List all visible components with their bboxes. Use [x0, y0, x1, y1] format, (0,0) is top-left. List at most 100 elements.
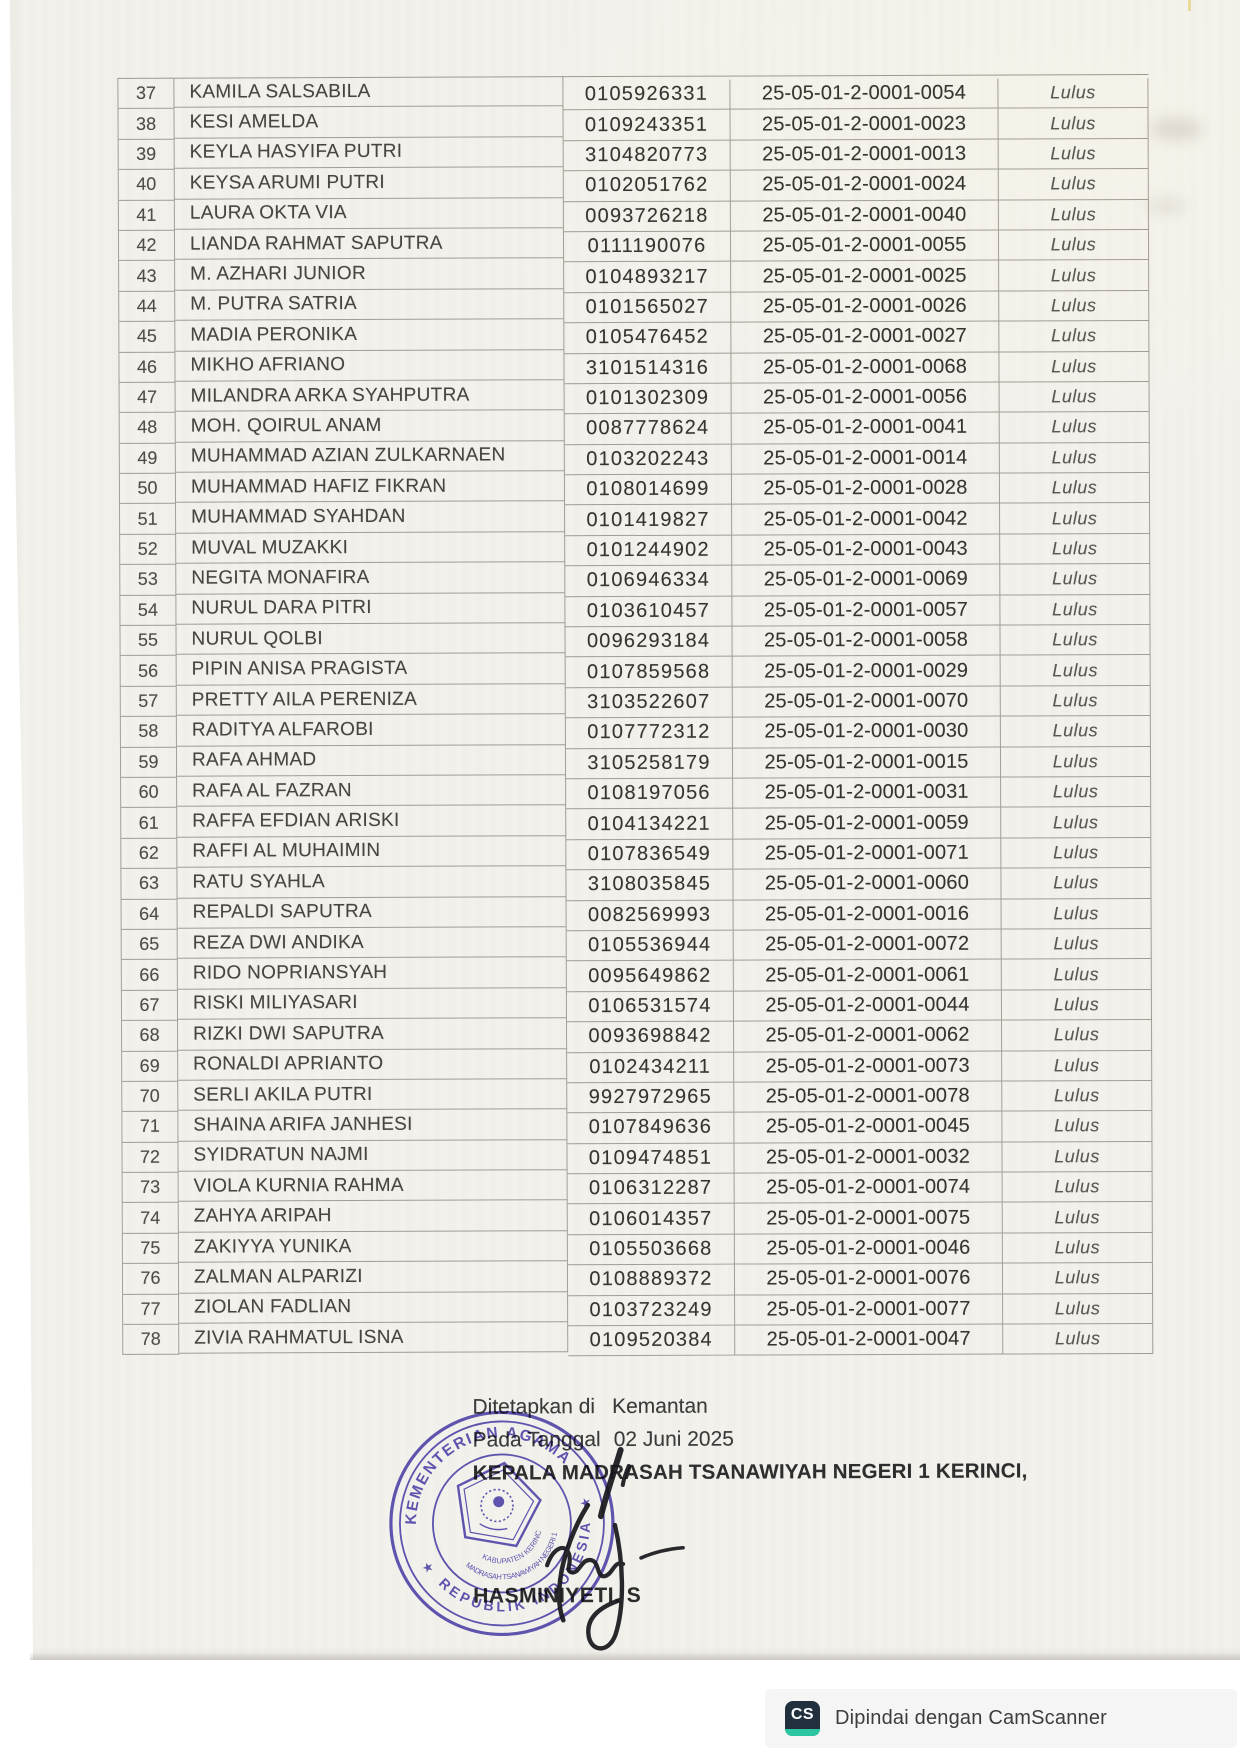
- status-cell: Lulus: [1001, 989, 1153, 1021]
- nisn-cell: 0103610457: [565, 596, 733, 628]
- student-name-cell: RAFA AL FAZRAN: [177, 775, 567, 808]
- certificate-number-cell: 25-05-01-2-0001-0059: [733, 807, 1002, 840]
- certificate-number-cell: 25-05-01-2-0001-0058: [732, 625, 1001, 657]
- student-name-cell: RAFA AHMAD: [176, 744, 567, 777]
- student-name-cell: M. AZHARI JUNIOR: [175, 258, 565, 291]
- nisn-cell: 0103723249: [568, 1295, 736, 1327]
- student-name-cell: MUVAL MUZAKKI: [176, 532, 566, 564]
- nisn-cell: 0108197056: [566, 778, 734, 810]
- student-name-cell: RIZKI DWI SAPUTRA: [177, 1018, 568, 1051]
- status-cell: Lulus: [998, 169, 1149, 201]
- nisn-cell: 3103522607: [565, 687, 733, 719]
- certificate-number-cell: 25-05-01-2-0001-0055: [730, 230, 1000, 262]
- camscanner-cs-icon-label: CS: [790, 1706, 815, 1723]
- row-number-cell: 76: [122, 1263, 180, 1295]
- row-number-cell: 67: [121, 990, 178, 1022]
- nisn-cell: 0101565027: [564, 292, 732, 324]
- row-number-cell: 71: [122, 1111, 179, 1143]
- status-cell: Lulus: [1001, 928, 1152, 960]
- certificate-number-cell: 25-05-01-2-0001-0077: [735, 1294, 1004, 1326]
- status-cell: Lulus: [1001, 776, 1152, 808]
- nisn-cell: 0107849636: [567, 1112, 735, 1144]
- certificate-number-cell: 25-05-01-2-0001-0068: [731, 352, 1000, 384]
- scan-smudge: [1150, 118, 1202, 140]
- row-number-cell: 53: [120, 564, 177, 596]
- paper-sheet: [10, 0, 1240, 1660]
- status-cell: Lulus: [999, 412, 1150, 444]
- nisn-cell: 0105536944: [566, 930, 734, 962]
- nisn-cell: 0087778624: [564, 413, 732, 445]
- certificate-number-cell: 25-05-01-2-0001-0073: [734, 1051, 1003, 1083]
- certificate-number-cell: 25-05-01-2-0001-0016: [733, 899, 1002, 931]
- nisn-cell: 3108035845: [566, 869, 734, 901]
- row-number-cell: 62: [121, 838, 178, 870]
- status-cell: Lulus: [1002, 1080, 1153, 1112]
- certificate-number-cell: 25-05-01-2-0001-0025: [731, 260, 1000, 293]
- nisn-cell: 0103202243: [564, 444, 732, 476]
- student-name-cell: MILANDRA ARKA SYAHPUTRA: [175, 380, 565, 413]
- certificate-number-cell: 25-05-01-2-0001-0061: [733, 959, 1002, 992]
- certificate-number-cell: 25-05-01-2-0001-0044: [733, 990, 1003, 1022]
- status-cell: Lulus: [1000, 746, 1152, 778]
- row-number-cell: 40: [118, 169, 175, 201]
- stamp-star-right-icon: ★: [577, 1494, 593, 1512]
- certificate-number-cell: 25-05-01-2-0001-0013: [730, 139, 999, 171]
- scan-edge-artifact: [1188, 0, 1191, 11]
- row-number-cell: 45: [119, 321, 176, 353]
- status-cell: Lulus: [999, 260, 1150, 292]
- status-cell: Lulus: [1000, 716, 1151, 748]
- student-name-cell: MOH. QOIRUL ANAM: [175, 410, 565, 443]
- student-name-cell: RONALDI APRIANTO: [178, 1048, 568, 1081]
- status-cell: Lulus: [1001, 959, 1152, 991]
- row-number-cell: 60: [121, 777, 178, 809]
- row-number-cell: 77: [123, 1294, 180, 1325]
- status-cell: Lulus: [1001, 898, 1152, 930]
- status-cell: Lulus: [999, 290, 1150, 322]
- certificate-number-cell: 25-05-01-2-0001-0029: [732, 655, 1001, 688]
- status-cell: Lulus: [999, 473, 1151, 505]
- certificate-number-cell: 25-05-01-2-0001-0014: [731, 443, 1000, 475]
- row-number-cell: 39: [118, 139, 175, 171]
- nisn-cell: 0111190076: [563, 231, 732, 263]
- certificate-number-cell: 25-05-01-2-0001-0027: [731, 321, 1000, 354]
- certificate-number-cell: 25-05-01-2-0001-0040: [730, 200, 999, 232]
- row-number-cell: 65: [121, 929, 178, 961]
- nisn-cell: 0107859568: [565, 656, 733, 689]
- nisn-cell: 3105258179: [565, 748, 734, 780]
- row-number-cell: 37: [118, 78, 175, 110]
- student-name-cell: KEYLA HASYIFA PUTRI: [174, 136, 564, 169]
- row-number-cell: 41: [118, 200, 175, 231]
- certificate-number-cell: 25-05-01-2-0001-0054: [730, 78, 999, 110]
- student-name-cell: ZALMAN ALPARIZI: [178, 1261, 569, 1294]
- certificate-number-cell: 25-05-01-2-0001-0069: [732, 564, 1001, 597]
- nisn-cell: 0108014699: [564, 474, 733, 506]
- row-number-cell: 70: [122, 1081, 179, 1113]
- nisn-cell: 0101244902: [565, 535, 733, 567]
- student-name-cell: VIOLA KURNIA RAHMA: [178, 1170, 568, 1203]
- nisn-cell: 0107772312: [565, 717, 733, 749]
- nisn-cell: 0105503668: [567, 1234, 735, 1266]
- nisn-cell: 0093726218: [563, 201, 731, 233]
- nisn-cell: 0107836549: [566, 839, 734, 871]
- student-name-cell: LIANDA RAHMAT SAPUTRA: [174, 228, 565, 261]
- row-number-cell: 59: [120, 747, 178, 778]
- certificate-number-cell: 25-05-01-2-0001-0076: [734, 1263, 1004, 1296]
- nisn-cell: 0109474851: [567, 1143, 735, 1175]
- row-number-cell: 57: [120, 686, 177, 718]
- nisn-cell: 0101419827: [565, 505, 733, 537]
- status-cell: Lulus: [1000, 624, 1151, 656]
- status-cell: Lulus: [1002, 1232, 1153, 1264]
- nisn-cell: 0106014357: [567, 1204, 735, 1236]
- status-cell: Lulus: [1002, 1202, 1153, 1234]
- student-name-cell: RISKI MILIYASARI: [177, 987, 567, 1020]
- student-name-cell: RAFFI AL MUHAIMIN: [177, 835, 567, 868]
- row-number-cell: 68: [121, 1020, 179, 1052]
- status-cell: Lulus: [1003, 1293, 1154, 1325]
- stamp-star-left-icon: ★: [420, 1558, 436, 1576]
- nisn-cell: 0106946334: [565, 565, 733, 597]
- row-number-cell: 52: [120, 534, 177, 566]
- nisn-cell: 0102051762: [563, 170, 731, 202]
- row-number-cell: 66: [121, 960, 178, 991]
- signature: [544, 1447, 685, 1651]
- status-cell: Lulus: [999, 442, 1150, 474]
